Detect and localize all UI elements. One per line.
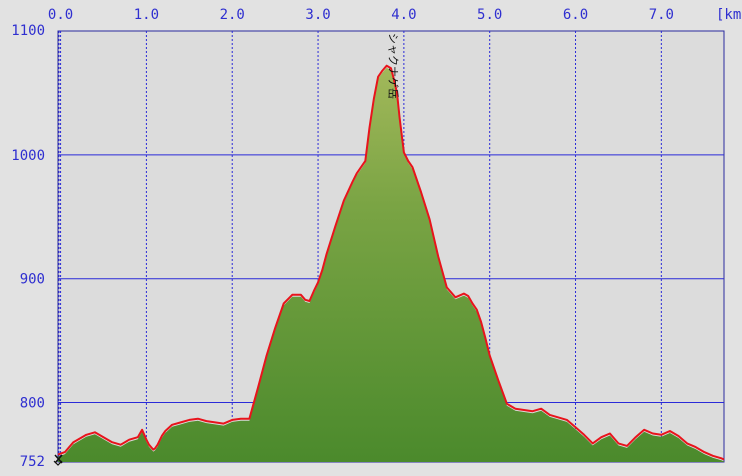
x-axis-tick-labels: 0.0 1.0 2.0 3.0 4.0 5.0 6.0 7.0 [48,7,674,23]
y-tick-label: 1000 [11,148,45,164]
x-axis-unit-label: [km [716,7,741,23]
x-tick-label: 0.0 [48,7,73,23]
y-axis-tick-labels: 752 800 900 1000 1100 [11,23,45,470]
y-tick-label: 752 [20,454,45,470]
x-tick-label: 6.0 [563,7,588,23]
x-tick-label: 1.0 [134,7,159,23]
x-tick-label: 7.0 [649,7,674,23]
elevation-area-fill [58,67,724,462]
x-tick-label: 4.0 [391,7,416,23]
x-tick-label: 2.0 [220,7,245,23]
x-tick-label: 3.0 [305,7,330,23]
x-tick-label: 5.0 [477,7,502,23]
y-tick-label: 900 [20,272,45,288]
peak-name-annotation: シャクナゲ岳 [387,33,400,99]
start-marker-icon [53,454,63,466]
y-tick-label: 800 [20,396,45,412]
y-tick-label: 1100 [11,23,45,39]
elevation-profile-line [57,64,725,461]
